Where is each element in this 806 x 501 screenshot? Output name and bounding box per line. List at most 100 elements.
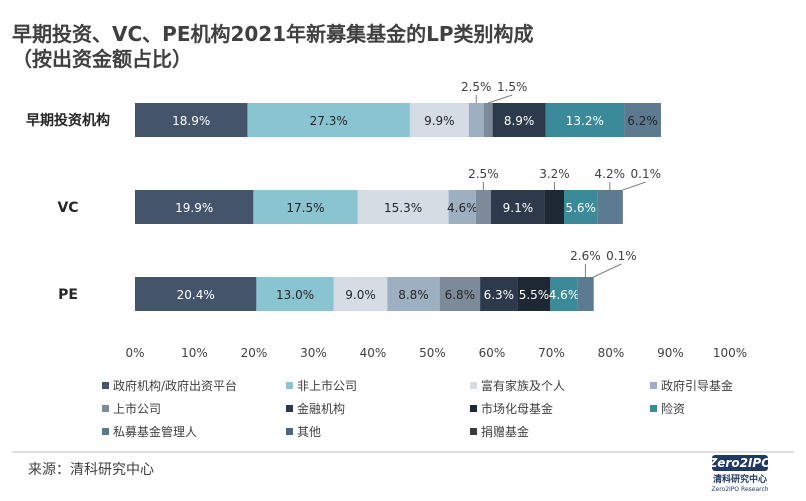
- bar-segment-5: [492, 103, 546, 137]
- legend-swatch: [286, 382, 293, 389]
- legend-swatch: [470, 428, 477, 435]
- data-label: 4.6%: [549, 288, 580, 302]
- logo-brand: Zero2IPO: [708, 456, 772, 470]
- bar-segment-6: [517, 277, 551, 311]
- legend-swatch: [286, 428, 293, 435]
- legend-entry: 政府机构/政府出资平台: [113, 378, 237, 393]
- bar-segment-5: [480, 277, 518, 311]
- x-tick-label: 40%: [360, 346, 387, 360]
- data-label: 9.9%: [424, 114, 455, 128]
- x-tick-label: 80%: [598, 346, 625, 360]
- chart-subtitle: （按出资金额占比）: [12, 47, 192, 71]
- data-label: 13.0%: [276, 288, 314, 302]
- data-label: 1.5%: [497, 80, 528, 94]
- bar-segment-7: [563, 190, 598, 224]
- bar-segment-1: [253, 190, 358, 224]
- bar-segment-0: [135, 190, 254, 224]
- legend-entry: 其他: [297, 425, 321, 439]
- data-label: 4.2%: [595, 167, 626, 181]
- bar-segment-4: [475, 190, 491, 224]
- x-tick-label: 90%: [657, 346, 684, 360]
- data-label: 6.2%: [627, 114, 658, 128]
- category-label: PE: [58, 287, 78, 303]
- bar-segment-1: [256, 277, 334, 311]
- legend-entry: 政府引导基金: [661, 378, 733, 393]
- bar-segment-8: [597, 190, 623, 224]
- plot-area: 0% 10% 20% 30% 40% 50% 60% 70% 80% 90% 100% 早期投资机构 1…: [26, 80, 747, 360]
- logo-name-en: Zero2IPO Research: [711, 486, 768, 493]
- bar-segment-7: [550, 277, 578, 311]
- zero2ipo-logo: Zero2IPO 清科研究中心 Zero2IPO Research: [708, 455, 772, 493]
- legend-entry: 非上市公司: [297, 378, 357, 393]
- x-tick-label: 70%: [538, 346, 565, 360]
- data-label: 18.9%: [172, 114, 210, 128]
- x-tick-label: 0%: [125, 346, 144, 360]
- legend-swatch: [102, 405, 109, 412]
- data-label: 4.6%: [447, 201, 478, 215]
- legend-entry: 市场化母基金: [481, 401, 553, 416]
- legend-entry: 上市公司: [113, 401, 161, 416]
- data-label: 9.1%: [503, 201, 534, 215]
- bar-segment-4: [483, 103, 493, 137]
- category-label: 早期投资机构: [26, 112, 110, 129]
- x-tick-label: 60%: [479, 346, 506, 360]
- data-label: 2.5%: [468, 167, 499, 181]
- data-label: 17.5%: [286, 201, 324, 215]
- bar-segment-0: [135, 103, 248, 137]
- bar-segment-9: [622, 190, 623, 224]
- data-label: 0.1%: [631, 167, 662, 181]
- bar-segment-4: [439, 277, 481, 311]
- data-label: 19.9%: [175, 201, 213, 215]
- chart-title: 早期投资、VC、PE机构2021年新募集基金的LP类别构成: [12, 22, 534, 46]
- data-label: 15.3%: [384, 201, 422, 215]
- legend-entry: 金融机构: [297, 401, 345, 416]
- x-tick-label: 10%: [181, 346, 208, 360]
- x-tick-label: 30%: [300, 346, 327, 360]
- bar-segment-3: [387, 277, 440, 311]
- bar-segment-3: [468, 103, 484, 137]
- data-label: 27.3%: [310, 114, 348, 128]
- legend-swatch: [102, 382, 109, 389]
- bar-segment-0: [135, 277, 257, 311]
- data-label: 5.5%: [519, 288, 550, 302]
- legend-entry: 富有家族及个人: [481, 378, 565, 393]
- bar-segment-6: [544, 190, 564, 224]
- legend-entry: 险资: [661, 401, 685, 416]
- legend-entry: 捐赠基金: [481, 424, 529, 439]
- legend-swatch: [470, 382, 477, 389]
- legend-swatch: [650, 382, 657, 389]
- bar-segment-8: [624, 103, 661, 137]
- source-note: 来源：清科研究中心: [28, 462, 154, 478]
- logo-badge: [712, 455, 768, 471]
- bar-segment-5: [490, 190, 545, 224]
- x-tick-label: 50%: [419, 346, 446, 360]
- data-label: 9.0%: [345, 288, 376, 302]
- bar-segment-8: [577, 277, 594, 311]
- data-label: 3.2%: [539, 167, 570, 181]
- bar-segment-1: [247, 103, 410, 137]
- bar-segment-2: [409, 103, 469, 137]
- data-label: 0.1%: [606, 249, 637, 263]
- x-tick-label: 100%: [713, 346, 747, 360]
- bar-segment-2: [333, 277, 388, 311]
- bar-segment-3: [448, 190, 476, 224]
- data-label: 2.5%: [461, 80, 492, 94]
- data-label: 8.8%: [398, 288, 429, 302]
- data-label: 13.2%: [566, 114, 604, 128]
- data-label-leader: [622, 181, 646, 191]
- x-tick-label: 20%: [241, 346, 268, 360]
- legend-swatch: [650, 405, 657, 412]
- data-label: 6.3%: [484, 288, 515, 302]
- bar-segment-7: [545, 103, 625, 137]
- legend-swatch: [470, 405, 477, 412]
- bar-segment-2: [357, 190, 449, 224]
- data-label: 8.9%: [504, 114, 535, 128]
- legend-swatch: [102, 428, 109, 435]
- legend-swatch: [286, 405, 293, 412]
- data-label: 5.6%: [565, 201, 596, 215]
- data-label-leader: [593, 263, 622, 278]
- data-label-leader: [487, 94, 513, 104]
- data-label: 6.8%: [445, 288, 476, 302]
